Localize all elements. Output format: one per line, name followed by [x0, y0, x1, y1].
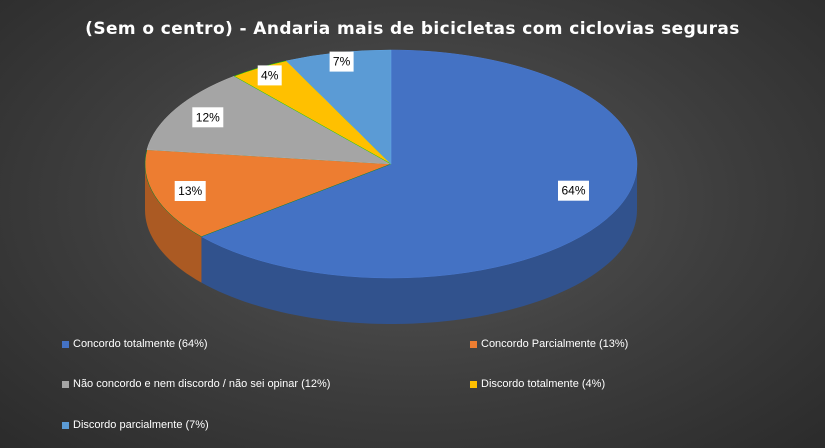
- data-label-discordo-totalmente: 4%: [257, 65, 282, 86]
- legend-item-discordo-totalmente: Discordo totalmente (4%): [470, 378, 605, 390]
- svg-text:64%: 64%: [561, 184, 585, 198]
- legend-swatch: [470, 340, 477, 348]
- legend-swatch: [62, 421, 69, 429]
- pie-slice-concordo-totalmente: [200, 49, 638, 279]
- legend-swatch: [62, 380, 69, 388]
- pie-slice-concordo-parcialmente: [144, 149, 392, 237]
- pie-slice-nao-concordo-e-nem-discordo-nao-sei-opinar: [146, 75, 392, 165]
- legend-label: Concordo totalmente (64%): [73, 338, 208, 350]
- data-label-discordo-parcialmente: 7%: [329, 51, 354, 72]
- legend-label: Concordo Parcialmente (13%): [481, 338, 629, 350]
- svg-text:12%: 12%: [196, 110, 220, 124]
- legend-label: Não concordo e nem discordo / não sei op…: [73, 378, 331, 390]
- data-label-concordo-parcialmente: 13%: [174, 181, 206, 201]
- data-label-concordo-totalmente: 64%: [558, 180, 589, 201]
- svg-text:13%: 13%: [178, 184, 202, 198]
- chart-title: (Sem o centro) - Andaria mais de bicicle…: [85, 19, 740, 39]
- pie-tops: [144, 49, 638, 279]
- legend-swatch: [62, 340, 69, 348]
- pie-side-concordo-parcialmente: [145, 164, 202, 283]
- svg-text:4%: 4%: [261, 68, 279, 82]
- legend-label: Discordo parcialmente (7%): [73, 419, 209, 431]
- data-label-nao-concordo-e-nem-discordo-nao-sei-opinar: 12%: [192, 107, 224, 128]
- pie-sides: [145, 164, 637, 324]
- legend-item-concordo-parcialmente: Concordo Parcialmente (13%): [470, 338, 628, 350]
- pie-side-concordo-totalmente: [201, 164, 637, 324]
- pie-chart: 64% 13% 12% 4% 7%: [144, 49, 638, 324]
- legend-item-discordo-parcialmente: Discordo parcialmente (7%): [62, 419, 209, 431]
- legend-item-nao-concordo-nem-discordo: Não concordo e nem discordo / não sei op…: [62, 378, 330, 390]
- svg-text:7%: 7%: [333, 55, 351, 69]
- data-labels: 64% 13% 12% 4% 7%: [174, 51, 589, 201]
- legend-label: Discordo totalmente (4%): [481, 378, 606, 390]
- legend-item-concordo-totalmente: Concordo totalmente (64%): [62, 338, 208, 350]
- legend-swatch: [470, 380, 477, 388]
